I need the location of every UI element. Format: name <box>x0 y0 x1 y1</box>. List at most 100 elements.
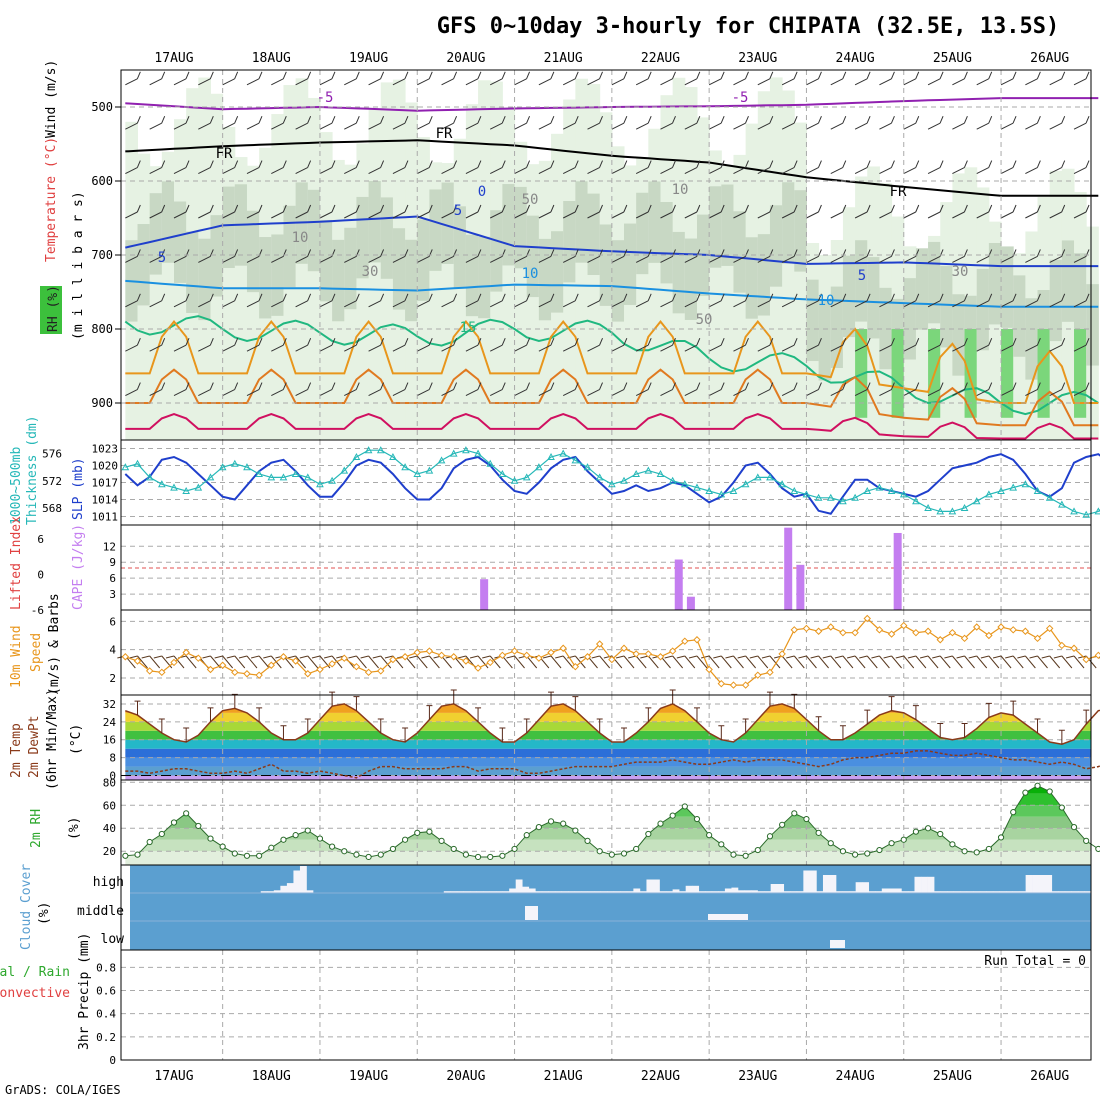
wind-barb <box>903 204 920 219</box>
minmax-whisker <box>815 716 822 731</box>
thickness-point <box>230 459 239 467</box>
rh2m-unit-label: (%) <box>67 817 82 840</box>
cloud-bar-high <box>535 891 543 893</box>
minmax-whisker <box>183 727 190 742</box>
rh-legend-swatch <box>40 286 62 334</box>
cloud-bar-high <box>587 891 595 893</box>
rh-shade-mid <box>1001 246 1014 328</box>
thickness-point <box>668 476 677 484</box>
cloud-bar-high <box>921 876 928 893</box>
wind-barb <box>611 160 628 175</box>
rh-ticks: 20 40 60 80 <box>103 776 116 858</box>
wind-barb <box>733 382 749 397</box>
panel-cloud-cover: high middle low Cloud Cover (%) <box>19 864 1092 951</box>
wind-barb <box>952 204 968 219</box>
wind-barb <box>538 116 555 130</box>
cloud-grid <box>130 892 1091 922</box>
wind-barb <box>319 71 336 86</box>
minmax-whisker <box>621 727 628 742</box>
rh-point <box>535 823 542 831</box>
thickness-point <box>899 490 908 498</box>
wind-barb <box>319 204 336 219</box>
thickness-point <box>960 503 969 511</box>
rh-point <box>401 836 409 843</box>
wind-barb <box>441 160 458 175</box>
thickness-axis-label-1: 1000~500mb <box>9 447 24 525</box>
wind-barb <box>441 116 458 130</box>
thickness-point <box>1058 500 1066 508</box>
cloud-bar-high <box>626 891 634 893</box>
rh-point <box>924 825 932 832</box>
rh-shade-mid <box>441 182 455 264</box>
cloud-level-middle: middle <box>77 904 124 919</box>
cloud-bar-high <box>927 876 935 893</box>
cape-ticks: 3 6 9 12 6 0 -6 <box>31 533 116 617</box>
wind-barb <box>222 71 239 86</box>
rh-shade-mid <box>684 238 698 320</box>
contour-label: 30 <box>362 264 379 280</box>
wind-barb <box>587 160 603 175</box>
cloud-bar-high <box>509 888 517 893</box>
wind-barb <box>1025 338 1041 352</box>
rh-shade-mid <box>161 181 175 263</box>
thickness-point <box>802 490 811 498</box>
rh-point <box>170 819 178 826</box>
wind-barb <box>222 204 239 219</box>
rh-shade-mid <box>551 231 564 313</box>
wind-barb <box>635 160 652 175</box>
rh-shade-mid <box>429 189 443 271</box>
surface-wind-barb <box>968 655 988 669</box>
rh-shade-mid <box>818 299 832 381</box>
rh-point <box>219 843 226 850</box>
temp-band <box>125 703 1091 713</box>
wind-barb <box>1000 382 1017 397</box>
thickness-point <box>510 476 519 484</box>
rh-shade-mid <box>587 193 601 276</box>
date-label-top: 21AUG <box>544 51 583 66</box>
wind-barb <box>368 116 385 130</box>
cloud-bar-high <box>581 891 588 893</box>
slp-grid <box>121 440 1091 525</box>
rh-shade-mid <box>940 266 953 348</box>
cape-bars <box>480 527 902 610</box>
thickness-point <box>133 459 142 467</box>
wind-barb <box>538 204 555 219</box>
contour-label: 50 <box>696 312 713 328</box>
isotherm-line <box>125 413 1099 440</box>
cloud-bar-high <box>286 883 294 893</box>
pressure-tick-label: 600 <box>91 174 113 188</box>
cloud-bar-high <box>1045 875 1053 893</box>
rh-point <box>560 820 567 827</box>
rh-shade-mid <box>842 255 856 338</box>
wind-barb <box>660 71 676 86</box>
rh-shade-mid <box>709 186 722 268</box>
date-label-bottom: 17AUG <box>154 1069 193 1084</box>
cloud-bar-high <box>515 879 523 893</box>
wind-barb <box>465 249 482 263</box>
slp-tick-label: 1014 <box>92 494 119 507</box>
minmax-whisker <box>742 718 749 734</box>
cloud-bar-high <box>822 875 830 893</box>
rh-shade-high <box>1001 329 1014 418</box>
surface-wind-barb <box>360 655 379 669</box>
thickness-point <box>449 449 458 457</box>
wind-barb <box>295 116 312 130</box>
wind-barb <box>635 249 652 263</box>
cloud-bar-high <box>855 882 863 893</box>
minmax-whisker <box>377 718 384 734</box>
wind-barb <box>611 293 628 308</box>
thickness-point <box>328 476 336 484</box>
wind-barb <box>514 382 531 397</box>
rh-shade-mid <box>806 279 820 362</box>
rh-point <box>876 846 883 854</box>
wind-speed-point <box>851 628 859 637</box>
wind-barb <box>392 249 409 263</box>
cloud-bar-high <box>659 891 667 893</box>
wind-speed-point <box>729 681 738 689</box>
rh-point <box>547 818 555 825</box>
wind-barb <box>392 204 409 219</box>
wind-barb <box>149 249 166 263</box>
surface-wind-barb <box>907 655 927 669</box>
wind-barb <box>1049 71 1066 86</box>
wind-barb <box>149 71 166 86</box>
